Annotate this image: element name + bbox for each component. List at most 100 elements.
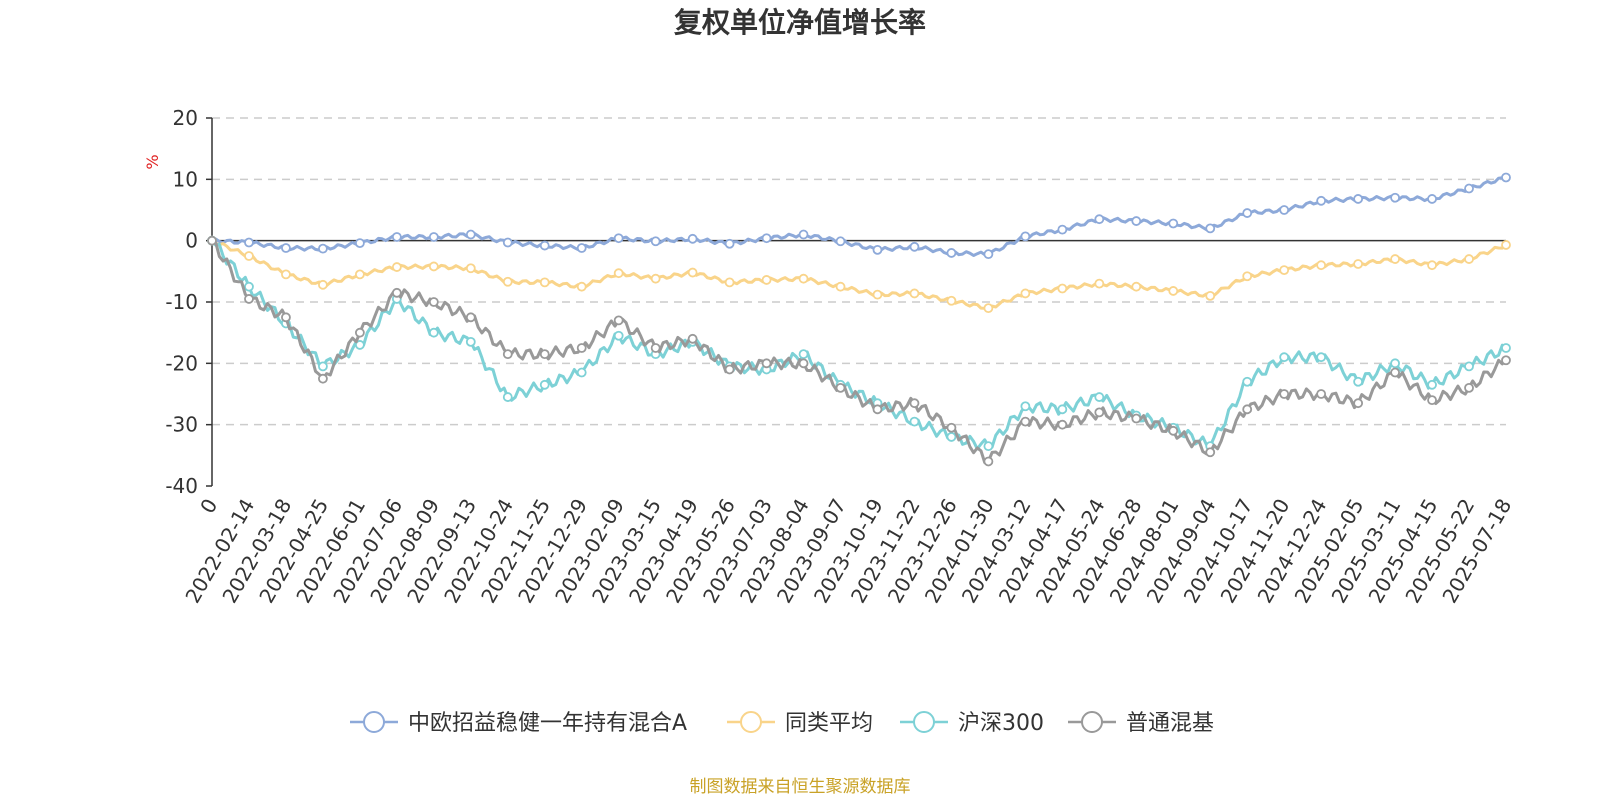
data-point [318, 243, 328, 254]
data-point [1094, 392, 1105, 402]
data-point [650, 236, 661, 247]
data-point [502, 349, 513, 360]
data-point [1131, 216, 1142, 226]
legend[interactable]: 中欧招益稳健一年持有混合A 同类平均 沪深300 普通混基 [350, 711, 1214, 736]
data-point [761, 233, 772, 244]
data-point [281, 269, 291, 280]
data-point [613, 268, 624, 279]
y-tick-label: 10 [173, 167, 198, 191]
data-point [428, 327, 439, 338]
data-point [798, 358, 809, 369]
data-point [354, 269, 365, 280]
legend-item[interactable]: 同类平均 [727, 711, 873, 736]
data-point [318, 373, 328, 384]
data-point [1353, 259, 1364, 269]
legend-label: 中欧招益稳健一年持有混合A [408, 711, 687, 736]
series-line [211, 239, 1507, 310]
data-point [576, 281, 587, 292]
data-point [207, 235, 217, 246]
data-point [983, 249, 994, 260]
data-point [1464, 361, 1474, 372]
data-point [1094, 214, 1105, 225]
data-point [244, 294, 254, 304]
y-tick-label: 0 [185, 229, 198, 253]
data-point [872, 244, 883, 255]
data-point [576, 367, 587, 378]
data-point [1020, 288, 1031, 299]
data-point [354, 340, 365, 350]
legend-marker [1081, 711, 1103, 733]
source-note: 制图数据来自恒生聚源数据库 [690, 777, 911, 797]
y-tick-label: -40 [165, 474, 198, 498]
data-point [1464, 183, 1474, 194]
legend-item[interactable]: 沪深300 [900, 711, 1044, 736]
data-point [835, 236, 846, 247]
data-point [909, 416, 920, 427]
data-point [761, 358, 772, 369]
data-point [465, 312, 476, 323]
series-line [210, 239, 1507, 451]
data-point [650, 343, 661, 353]
data-point [465, 229, 476, 240]
data-point [1094, 407, 1105, 418]
legend-item[interactable]: 中欧招益稳健一年持有混合A [350, 711, 687, 736]
data-point [1390, 192, 1400, 203]
data-point [687, 333, 698, 344]
x-tick-label: 0 [195, 495, 222, 518]
data-point [1353, 194, 1364, 204]
data-point [1242, 208, 1253, 218]
data-point [1427, 194, 1437, 204]
data-point [1390, 254, 1400, 264]
legend-marker [363, 711, 385, 733]
grid-lines [212, 117, 1506, 426]
data-point [1242, 376, 1253, 387]
data-point [281, 312, 291, 323]
data-point [1316, 389, 1327, 399]
data-point [244, 251, 254, 261]
data-point [1427, 395, 1437, 406]
y-tick-label: 20 [173, 106, 198, 130]
data-point [1205, 223, 1216, 234]
data-point [391, 232, 402, 242]
series-line [211, 176, 1507, 257]
data-point [539, 349, 550, 360]
data-point [1242, 404, 1253, 415]
data-point [1279, 265, 1290, 276]
data-point [1057, 224, 1068, 235]
series-line [211, 239, 1508, 464]
data-point [1168, 218, 1179, 229]
data-point [1168, 425, 1179, 436]
data-point [1131, 413, 1142, 424]
data-point [1501, 343, 1511, 353]
data-point [1020, 231, 1031, 242]
data-point [1501, 240, 1511, 250]
data-point [1501, 355, 1511, 366]
legend-label: 普通混基 [1126, 711, 1214, 736]
data-point [613, 315, 624, 326]
data-point [244, 237, 254, 248]
data-point [872, 404, 883, 415]
data-point [724, 364, 735, 375]
data-point [354, 238, 365, 249]
data-point [539, 240, 550, 251]
legend-item[interactable]: 普通混基 [1068, 711, 1214, 736]
y-tick-label: -20 [165, 351, 198, 375]
data-point [1501, 172, 1511, 183]
series-group [207, 235, 1511, 467]
data-point [872, 289, 883, 300]
series-group [207, 172, 1511, 260]
series-group [207, 235, 1511, 314]
data-point [244, 281, 254, 292]
data-point [539, 379, 550, 390]
legend-label: 同类平均 [785, 711, 873, 736]
data-point [1205, 290, 1216, 301]
data-point [613, 330, 624, 341]
data-point [1057, 419, 1068, 430]
data-point [983, 456, 994, 467]
data-point [1353, 398, 1364, 409]
data-point [687, 233, 698, 244]
data-point [1094, 278, 1105, 289]
data-point [1279, 389, 1290, 399]
data-point [1390, 367, 1400, 378]
